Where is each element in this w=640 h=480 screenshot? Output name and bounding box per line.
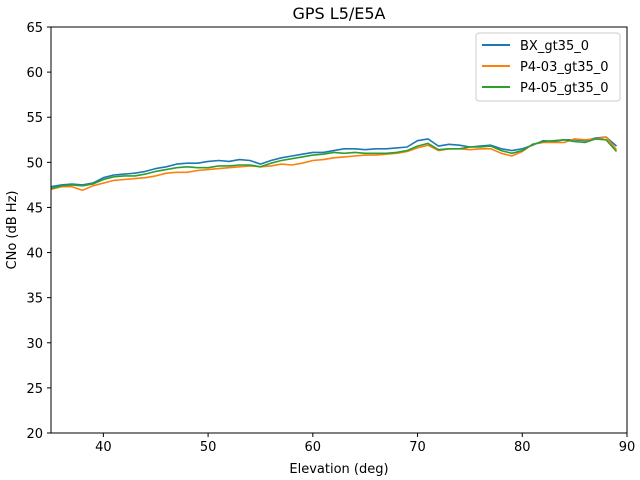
x-tick-label: 50 [200,440,217,455]
x-tick-label: 90 [619,440,636,455]
y-tick-label: 55 [26,111,43,126]
legend-label: BX_gt35_0 [520,39,589,54]
x-tick-label: 40 [95,440,112,455]
legend-label: P4-03_gt35_0 [520,60,609,75]
y-tick-label: 40 [26,247,43,262]
legend-box [475,32,621,102]
legend: BX_gt35_0 P4-03_gt35_0 P4-05_gt35_0 [475,32,621,102]
y-tick-label: 35 [26,292,43,307]
y-tick-label: 30 [26,337,43,352]
x-tick-label: 80 [514,440,531,455]
legend-label: P4-05_gt35_0 [520,81,609,96]
y-tick-label: 45 [26,201,43,216]
y-tick-label: 20 [26,427,43,442]
chart-title: GPS L5/E5A [292,4,385,23]
y-tick-label: 50 [26,156,43,171]
series-line-2 [50,136,618,192]
y-tick-label: 25 [26,382,43,397]
axes: 40 50 60 70 80 90 20 25 30 35 40 45 50 55 60 65 [26,21,635,455]
y-tick-label: 65 [26,21,43,36]
x-axis-label: Elevation (deg) [289,462,388,477]
x-tick-label: 70 [409,440,426,455]
series-line-3 [50,138,618,190]
plot-frame [50,26,628,434]
y-axis-label: CNo (dB Hz) [5,191,20,270]
series-line-1 [50,136,618,188]
series-layer [50,136,618,192]
y-tick-label: 60 [26,66,43,81]
x-tick-label: 60 [305,440,322,455]
